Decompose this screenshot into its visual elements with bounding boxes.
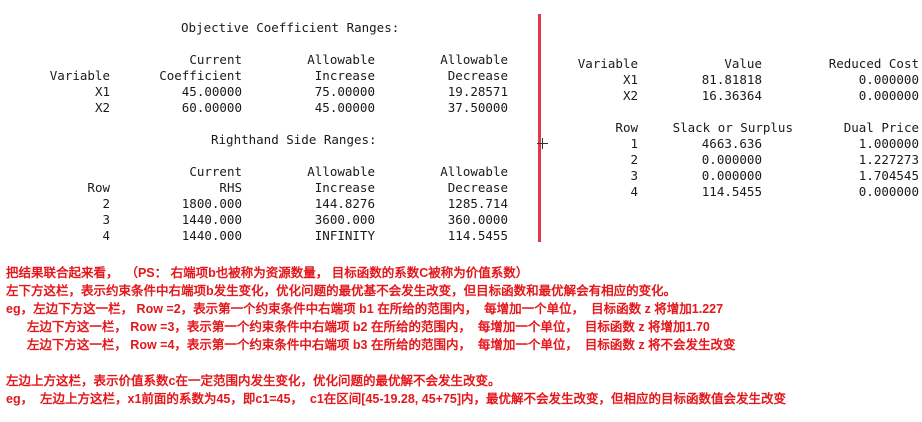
note-line-7: eg， 左边上方这栏，x1前面的系数为45，即c1=45， c1在区间[45-1…	[6, 392, 787, 406]
table-cell: 4663.636	[701, 136, 762, 151]
note-line-5: 左边下方这一栏， Row =4，表示第一个约束条件中右端项 b3 在所给的范围内…	[6, 338, 736, 352]
note-line-6: 左边上方这栏，表示价值系数c在一定范围内发生变化，优化问题的最优解不会发生改变。	[6, 374, 501, 388]
table-row-num: 4	[102, 228, 110, 243]
objective-ranges-title: Objective Coefficient Ranges:	[181, 20, 400, 35]
cut-off-top-text: ~~~~ ~~~~ ~~~~~~	[14, 0, 184, 3]
table-cell: 1.000000	[858, 136, 919, 151]
header-coefficient: Coefficient	[159, 68, 242, 83]
table-cell: 3600.000	[314, 212, 375, 227]
header-value: Value	[724, 56, 762, 71]
header-row: Row	[615, 120, 638, 135]
red-divider-line	[538, 14, 541, 242]
table-cell: 0.000000	[858, 72, 919, 87]
table-row-num: 4	[630, 184, 638, 199]
table-cell: INFINITY	[314, 228, 375, 243]
table-cell: 16.36364	[701, 88, 762, 103]
table-cell: 114.5455	[701, 184, 762, 199]
header-decrease: Decrease	[447, 180, 508, 195]
table-row-var: X1	[622, 72, 638, 87]
table-cell: 37.50000	[447, 100, 508, 115]
header-allowable-dec: Allowable	[440, 164, 508, 179]
table-row-num: 3	[630, 168, 638, 183]
table-cell: 1.704545	[858, 168, 919, 183]
header-allowable-inc: Allowable	[307, 52, 375, 67]
header-decrease: Decrease	[447, 68, 508, 83]
table-cell: 45.00000	[314, 100, 375, 115]
table-row-num: 1	[630, 136, 638, 151]
header-current: Current	[189, 164, 242, 179]
table-cell: 0.000000	[701, 168, 762, 183]
note-line-2: 左下方这栏，表示约束条件中右端项b发生变化，优化问题的最优基不会发生改变，但目标…	[6, 284, 677, 298]
crosshair-cursor-icon-vertical	[542, 138, 543, 149]
note-line-3: eg，左边下方这一栏， Row =2，表示第一个约束条件中右端项 b1 在所给的…	[6, 302, 724, 316]
table-cell: 114.5455	[447, 228, 508, 243]
header-dual-price: Dual Price	[843, 120, 919, 135]
table-row-num: 2	[630, 152, 638, 167]
table-cell: 1285.714	[447, 196, 508, 211]
header-current: Current	[189, 52, 242, 67]
table-row-var: X2	[622, 88, 638, 103]
header-row: Row	[87, 180, 110, 195]
rhs-ranges-title: Righthand Side Ranges:	[211, 132, 377, 147]
table-cell: 1440.000	[181, 228, 242, 243]
table-row-num: 3	[102, 212, 110, 227]
header-variable: Variable	[577, 56, 638, 71]
header-slack-surplus: Slack or Surplus	[672, 120, 793, 135]
table-cell: 81.81818	[701, 72, 762, 87]
table-cell: 0.000000	[858, 184, 919, 199]
header-reduced-cost: Reduced Cost	[828, 56, 919, 71]
note-line-1: 把结果联合起来看， （PS： 右端项b也被称为资源数量， 目标函数的系数C被称为…	[6, 266, 529, 280]
table-cell: 360.0000	[447, 212, 508, 227]
table-cell: 0.000000	[701, 152, 762, 167]
header-allowable-inc: Allowable	[307, 164, 375, 179]
table-cell: 19.28571	[447, 84, 508, 99]
header-rhs: RHS	[219, 180, 242, 195]
table-cell: 1.227273	[858, 152, 919, 167]
header-allowable-dec: Allowable	[440, 52, 508, 67]
table-row-var: X1	[94, 84, 110, 99]
table-cell: 144.8276	[314, 196, 375, 211]
table-cell: 45.00000	[181, 84, 242, 99]
table-row-var: X2	[94, 100, 110, 115]
table-cell: 1800.000	[181, 196, 242, 211]
header-increase: Increase	[314, 180, 375, 195]
header-increase: Increase	[314, 68, 375, 83]
header-variable: Variable	[49, 68, 110, 83]
table-cell: 75.00000	[314, 84, 375, 99]
note-line-4: 左边下方这一栏， Row =3，表示第一个约束条件中右端项 b2 在所给的范围内…	[6, 320, 710, 334]
table-cell: 60.00000	[181, 100, 242, 115]
table-cell: 0.000000	[858, 88, 919, 103]
table-row-num: 2	[102, 196, 110, 211]
table-cell: 1440.000	[181, 212, 242, 227]
